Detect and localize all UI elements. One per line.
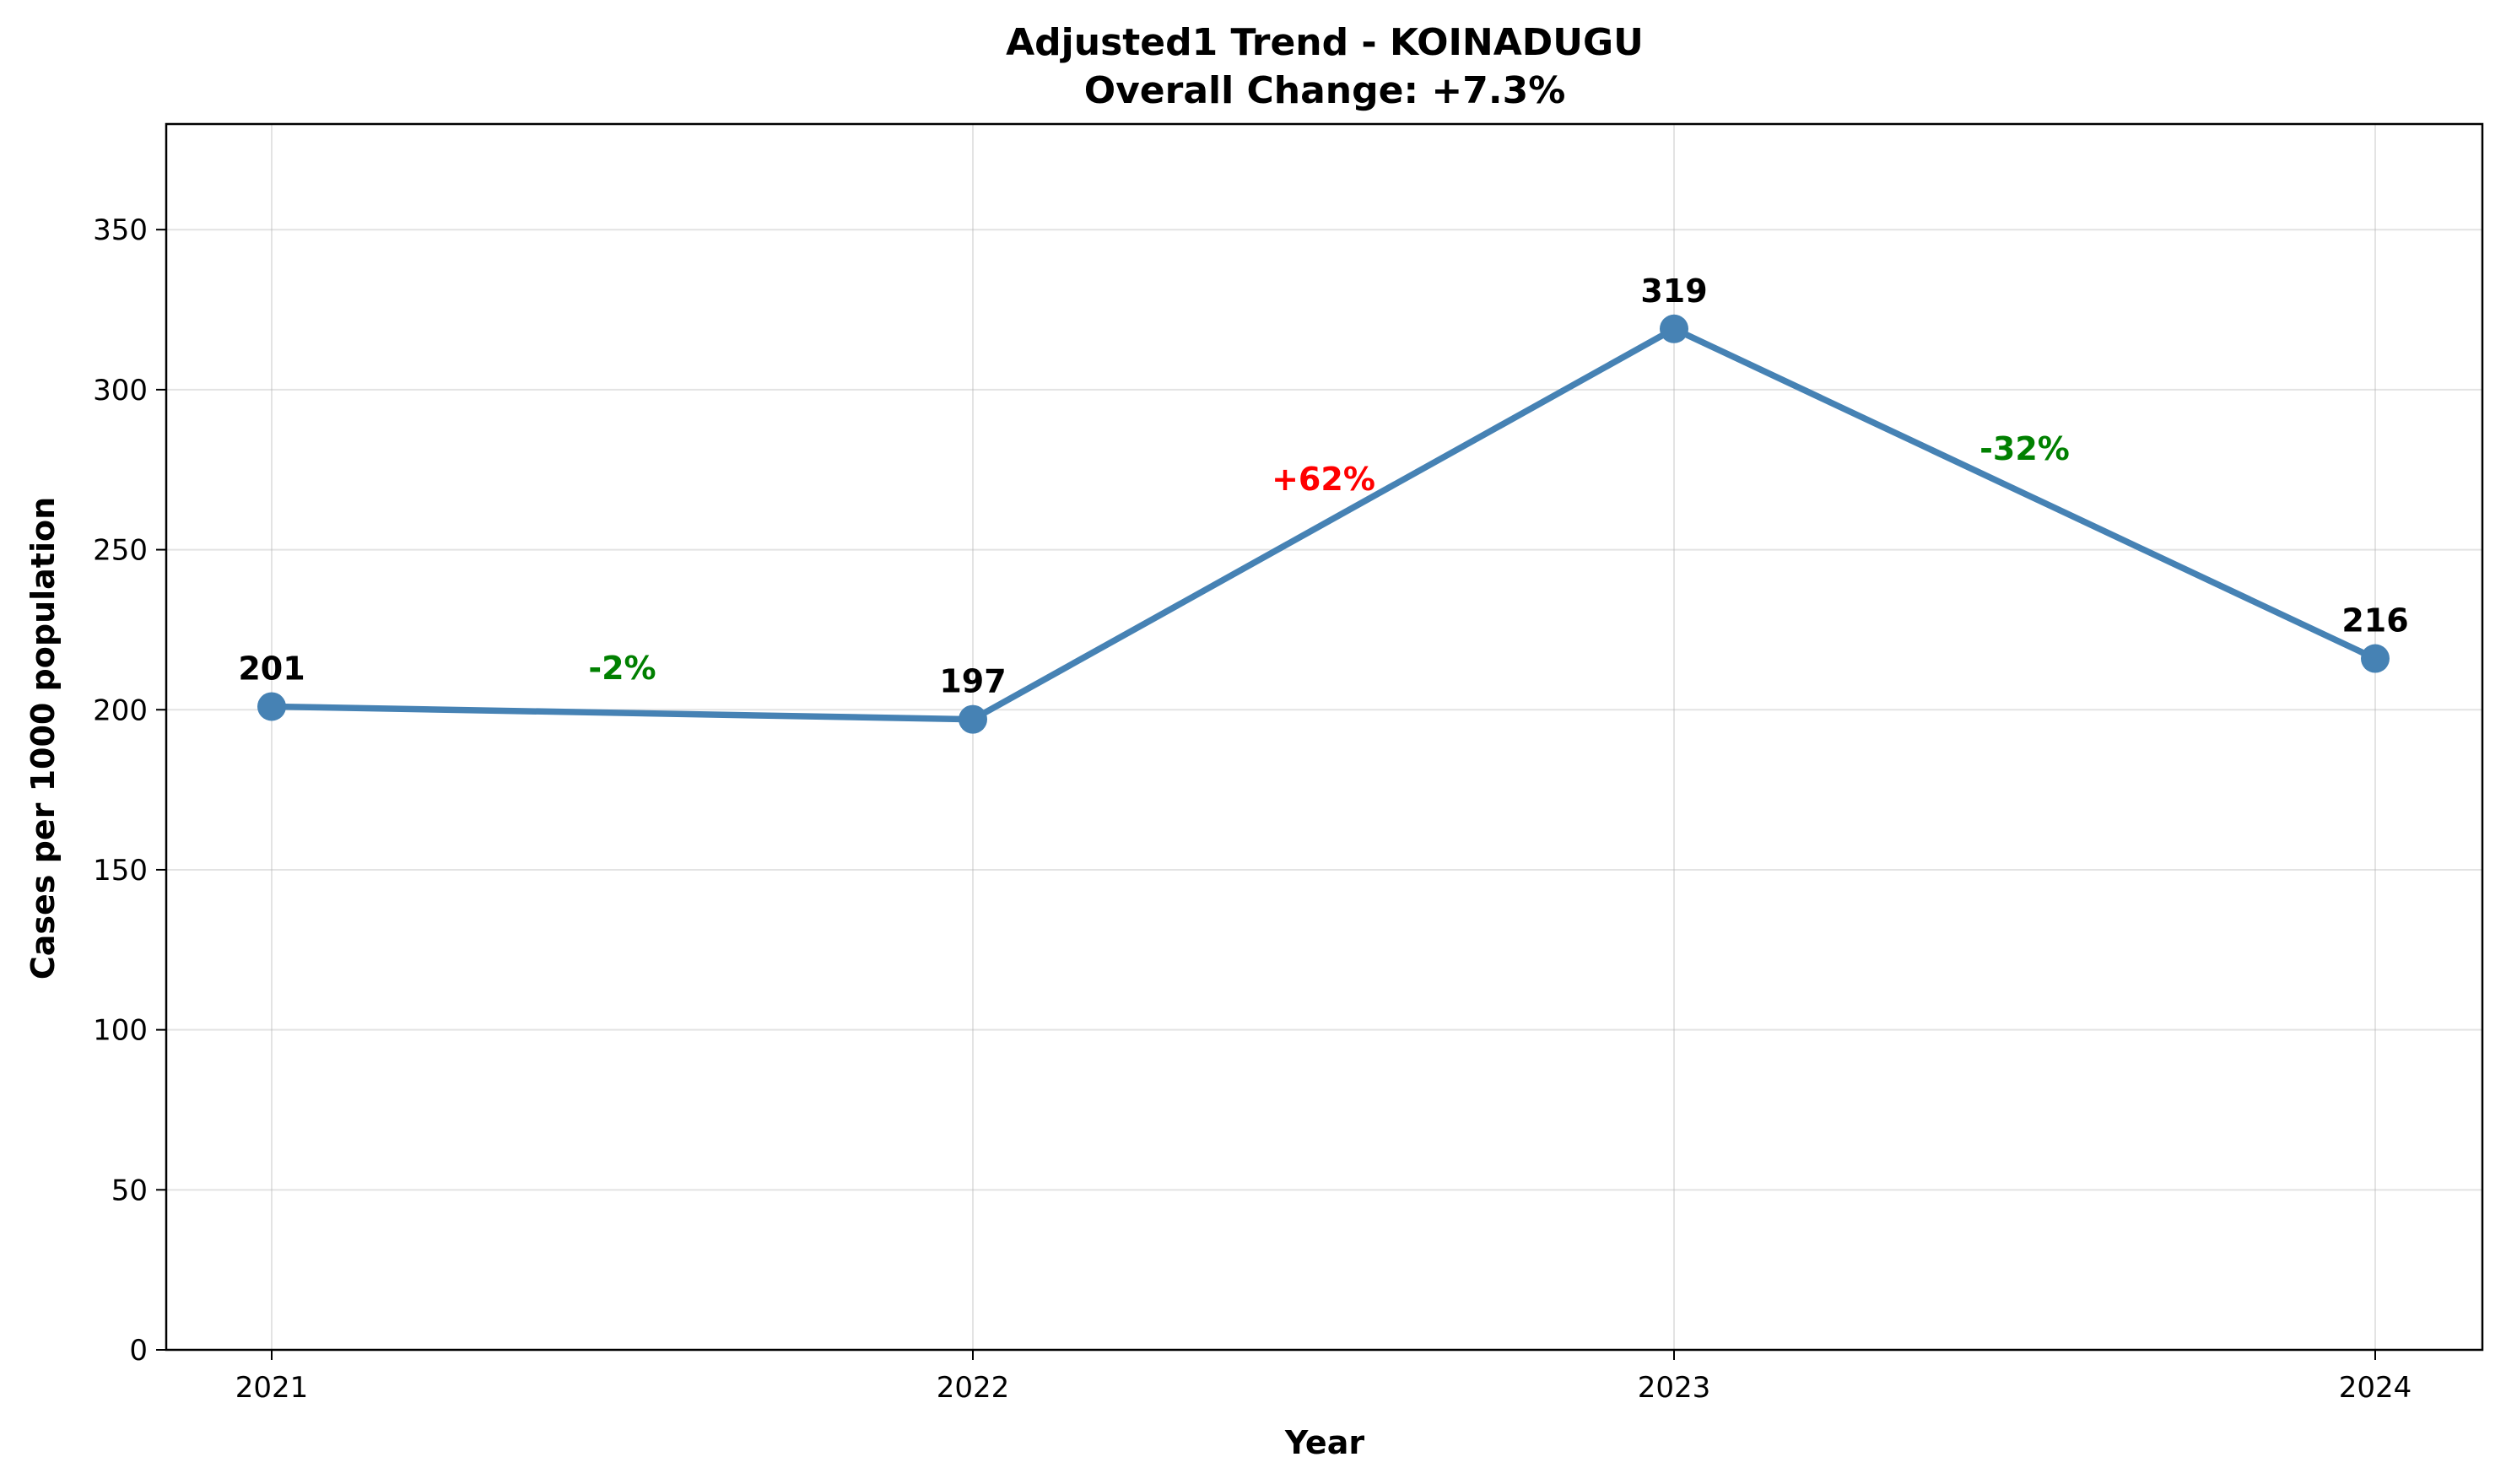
- y-tick-label: 150: [93, 854, 148, 888]
- x-tick-label: 2024: [2339, 1371, 2412, 1405]
- data-label: 319: [1640, 273, 1707, 310]
- x-tick-label: 2023: [1638, 1371, 1711, 1405]
- y-tick-label: 300: [93, 374, 148, 407]
- y-tick-label: 100: [93, 1014, 148, 1048]
- change-label: +62%: [1272, 461, 1375, 498]
- change-label: -2%: [588, 650, 656, 687]
- data-point: [959, 704, 987, 734]
- plot-frame: [165, 122, 2484, 1352]
- y-tick-label: 200: [93, 693, 148, 727]
- x-tick-label: 2021: [235, 1371, 309, 1405]
- series: [257, 314, 2390, 734]
- change-label: -32%: [1979, 430, 2070, 467]
- data-point: [2361, 644, 2390, 673]
- annotations: 201 197 319 216 -2% +62% -32%: [238, 273, 2408, 700]
- y-tick-label: 0: [129, 1334, 148, 1368]
- x-tick-label: 2022: [937, 1371, 1010, 1405]
- y-tick-label: 50: [111, 1174, 148, 1207]
- data-label: 201: [238, 650, 305, 687]
- chart-subtitle: Overall Change: +7.3%: [1084, 69, 1566, 112]
- x-axis-title: Year: [1284, 1424, 1364, 1461]
- data-label: 216: [2341, 602, 2408, 639]
- chart-title-group: Adjusted1 Trend - KOINADUGU Overall Chan…: [1006, 21, 1644, 112]
- data-label: 197: [939, 663, 1006, 700]
- data-point: [257, 692, 286, 721]
- y-axis-title: Cases per 1000 population: [24, 497, 62, 979]
- axis-ticks: 2021 2022 2023 2024 0 50 100 150 200 250 300 350: [93, 213, 2411, 1405]
- data-point: [1660, 314, 1688, 343]
- y-tick-label: 250: [93, 534, 148, 568]
- chart-title: Adjusted1 Trend - KOINADUGU: [1006, 21, 1644, 64]
- grid: [166, 124, 2482, 1351]
- series-line: [268, 326, 2379, 723]
- y-tick-label: 350: [93, 213, 148, 247]
